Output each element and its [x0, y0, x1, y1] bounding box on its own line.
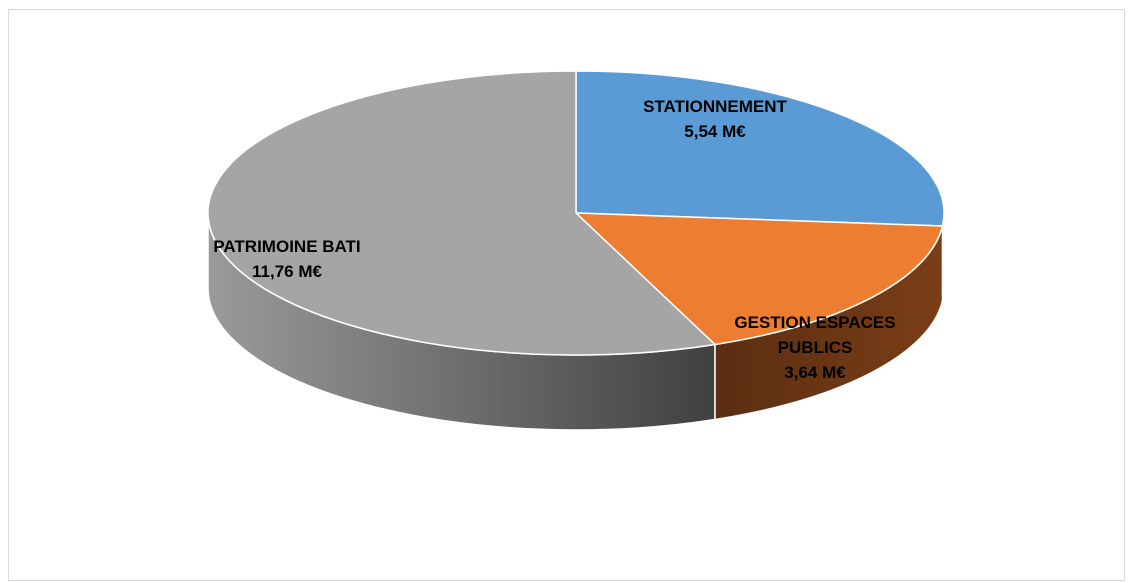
- data-label-stationnement: STATIONNEMENT 5,54 M€: [643, 97, 787, 141]
- data-label-line: 5,54 M€: [684, 122, 746, 141]
- data-label-line: PATRIMOINE BATI: [213, 237, 360, 256]
- data-label-line: 3,64 M€: [784, 363, 846, 382]
- pie-slice-gestion-espaces-publics: [575, 212, 944, 346]
- data-label-line: STATIONNEMENT: [643, 97, 787, 116]
- data-label-line: GESTION ESPACES: [734, 313, 895, 332]
- data-label-gestion-espaces-publics: GESTION ESPACES PUBLICS 3,64 M€: [734, 313, 895, 382]
- pie-slice-patrimoine-bati: [207, 70, 716, 356]
- pie-slice-stationnement: [575, 70, 945, 227]
- data-label-line: PUBLICS: [778, 338, 853, 357]
- data-label-patrimoine-bati: PATRIMOINE BATI 11,76 M€: [213, 237, 360, 281]
- chart-area: [8, 9, 1125, 581]
- data-label-line: 11,76 M€: [252, 262, 322, 281]
